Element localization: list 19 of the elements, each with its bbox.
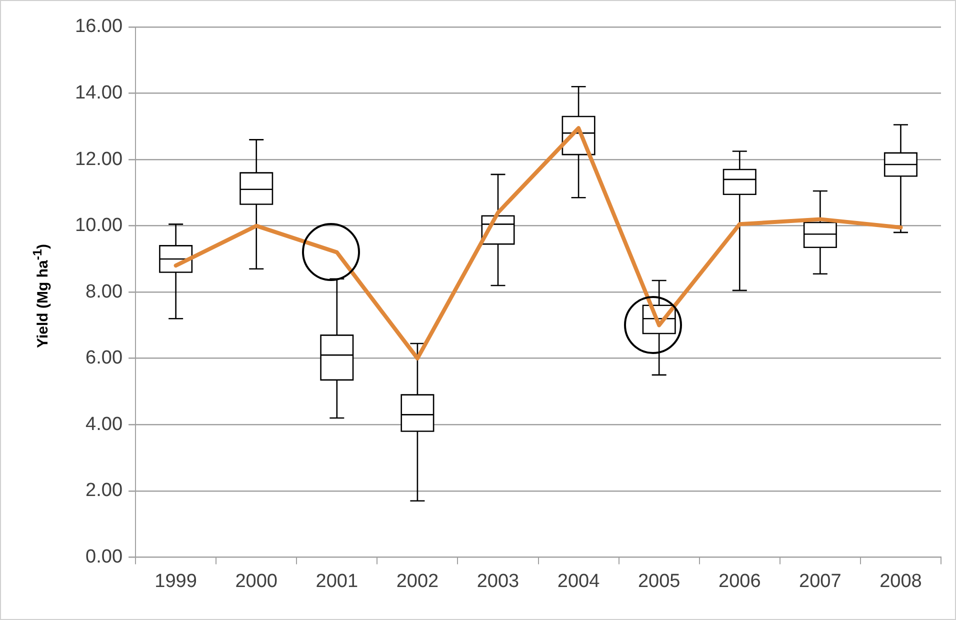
x-tick-label: 1999	[154, 570, 197, 592]
y-tick-label: 12.00	[75, 148, 123, 170]
x-tick-label: 2005	[638, 570, 680, 592]
x-tick-label: 2006	[718, 570, 761, 592]
x-tick-label: 2007	[799, 570, 842, 592]
y-tick-label: 14.00	[75, 82, 123, 104]
x-tick-label: 2000	[235, 570, 278, 592]
x-tick-label: 2003	[476, 570, 520, 592]
y-tick-label: 0.00	[86, 546, 123, 568]
x-tick-label: 2002	[396, 570, 439, 592]
y-tick-label: 4.00	[86, 414, 123, 435]
x-tick-label: 2001	[316, 570, 358, 592]
x-tick-label: 2004	[557, 570, 600, 592]
x-tick-label: 2008	[880, 570, 922, 592]
y-tick-label: 6.00	[86, 348, 123, 369]
y-tick-label: 10.00	[75, 215, 123, 236]
y-tick-label: 8.00	[86, 281, 123, 302]
y-tick-label: 16.00	[75, 16, 123, 38]
y-tick-label: 2.00	[86, 480, 123, 502]
